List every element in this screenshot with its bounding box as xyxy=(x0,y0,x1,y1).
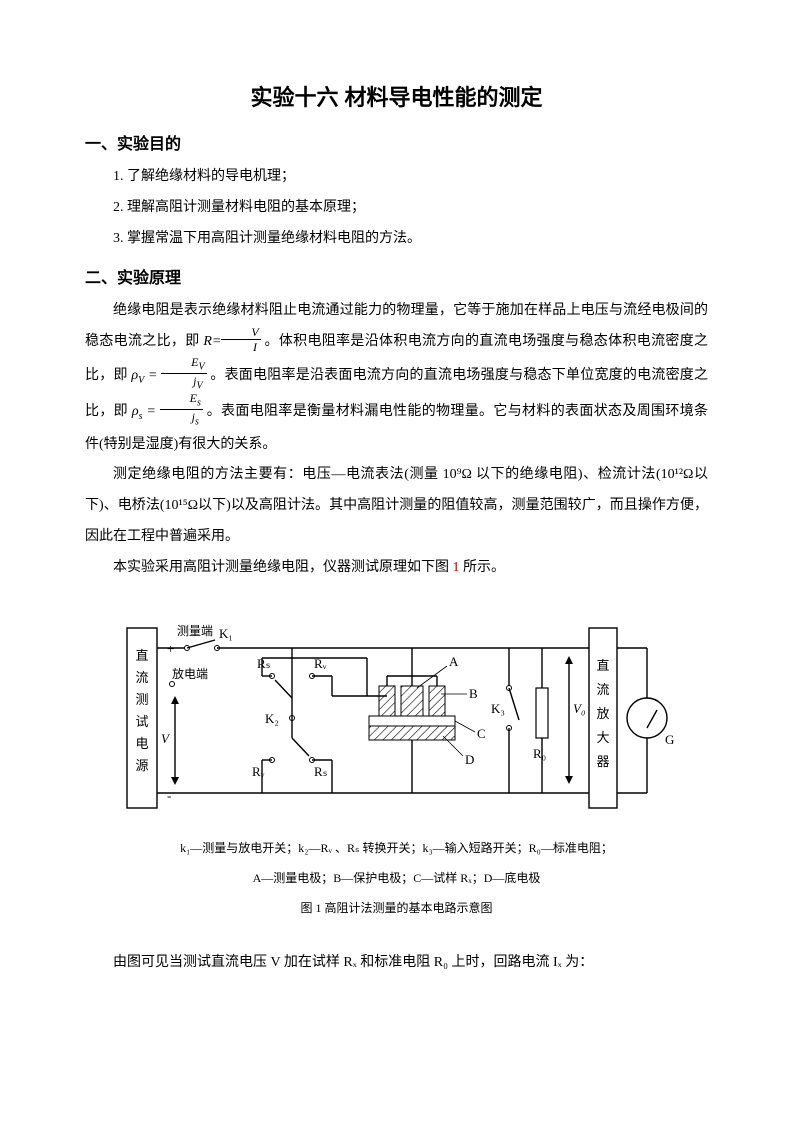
svg-text:B: B xyxy=(469,686,478,701)
formula-R-den: I xyxy=(221,340,260,353)
svg-text:流: 流 xyxy=(135,670,148,685)
rhoS-num: E xyxy=(190,391,197,405)
fig-ref-1: 1 xyxy=(453,560,460,575)
formula-rhoV: ρV = EVjV xyxy=(131,368,210,383)
formula-rhoS: ρs = Esjs xyxy=(132,404,207,419)
svg-text:K₁: K₁ xyxy=(219,626,233,641)
section-1-heading: 一、实验目的 xyxy=(85,130,708,154)
circuit-diagram: 直流测试电源直流放大器+测量端放电端K₁-VRₛRᵥK₂RᵥRₛABCDK₃R₀… xyxy=(117,598,677,828)
objective-1: 1. 了解绝缘材料的导电机理； xyxy=(85,162,708,193)
page-title: 实验十六 材料导电性能的测定 xyxy=(85,80,708,112)
svg-text:放电端: 放电端 xyxy=(172,666,208,681)
principle-para-3: 本实验采用高阻计测量绝缘电阻，仪器测试原理如下图 1 所示。 xyxy=(85,553,708,584)
rhoV-eq: = xyxy=(144,368,161,383)
svg-text:A: A xyxy=(449,654,459,669)
svg-text:直: 直 xyxy=(135,648,148,663)
svg-text:V: V xyxy=(161,731,171,746)
formula-R: R=VI xyxy=(203,334,264,349)
svg-text:D: D xyxy=(465,752,474,767)
rhoS-eq: = xyxy=(142,404,159,419)
svg-text:试: 试 xyxy=(135,714,148,729)
rhoV-num: E xyxy=(191,355,198,369)
svg-text:-: - xyxy=(167,788,171,803)
rhoS-lhs: ρ xyxy=(132,404,139,419)
principle-para-2: 测定绝缘电阻的方法主要有：电压—电流表法(测量 10⁹Ω 以下的绝缘电阻)、检流… xyxy=(85,460,708,552)
p3c: 所示。 xyxy=(460,560,506,575)
svg-text:测: 测 xyxy=(135,692,148,707)
rhoV-densub: V xyxy=(197,381,203,392)
objective-2: 2. 理解高阻计测量材料电阻的基本原理； xyxy=(85,193,708,224)
svg-text:大: 大 xyxy=(596,730,609,745)
svg-text:V₀: V₀ xyxy=(573,701,585,716)
p3a: 本实验采用高阻计测量绝缘电阻，仪器测试原理如下图 xyxy=(113,560,453,575)
svg-text:流: 流 xyxy=(596,682,609,697)
svg-text:K₃: K₃ xyxy=(491,701,505,716)
rhoS-numsub: s xyxy=(197,397,201,408)
bottom-line: 由图可见当测试直流电压 V 加在试样 Rₓ 和标准电阻 R₀ 上时，回路电流 I… xyxy=(85,948,708,979)
section-2-heading: 二、实验原理 xyxy=(85,264,708,288)
caption-line-2: A—测量电极；B—保护电极；C—试样 Rₓ；D—底电极 xyxy=(85,866,708,890)
caption-line-1: k₁—测量与放电开关；k₂—Rᵥ 、Rₛ 转换开关；k₃—输入短路开关；R₀—标… xyxy=(85,836,708,860)
circuit-svg: 直流测试电源直流放大器+测量端放电端K₁-VRₛRᵥK₂RᵥRₛABCDK₃R₀… xyxy=(117,598,677,828)
svg-text:器: 器 xyxy=(596,754,609,769)
svg-text:直: 直 xyxy=(596,658,609,673)
objective-3: 3. 掌握常温下用高阻计测量绝缘材料电阻的方法。 xyxy=(85,224,708,255)
page: 实验十六 材料导电性能的测定 一、实验目的 1. 了解绝缘材料的导电机理； 2.… xyxy=(0,0,793,1122)
principle-para-1: 绝缘电阻是表示绝缘材料阻止电流通过能力的物理量，它等于施加在样品上电压与流经电极… xyxy=(85,296,708,460)
svg-text:Rᵥ: Rᵥ xyxy=(252,764,265,779)
svg-text:放: 放 xyxy=(596,706,609,721)
svg-text:源: 源 xyxy=(135,758,148,773)
svg-text:G: G xyxy=(665,732,674,747)
svg-text:测量端: 测量端 xyxy=(177,624,213,638)
rhoS-densub: s xyxy=(195,417,199,428)
caption-line-3: 图 1 高阻计法测量的基本电路示意图 xyxy=(85,896,708,920)
svg-text:C: C xyxy=(477,726,486,741)
svg-text:K₂: K₂ xyxy=(265,711,279,726)
rhoV-numsub: V xyxy=(199,361,205,372)
svg-text:R₀: R₀ xyxy=(533,746,546,761)
formula-R-lhs: R= xyxy=(203,334,221,349)
svg-text:电: 电 xyxy=(135,736,148,751)
svg-text:Rₛ: Rₛ xyxy=(314,764,328,779)
formula-R-num: V xyxy=(221,326,260,340)
